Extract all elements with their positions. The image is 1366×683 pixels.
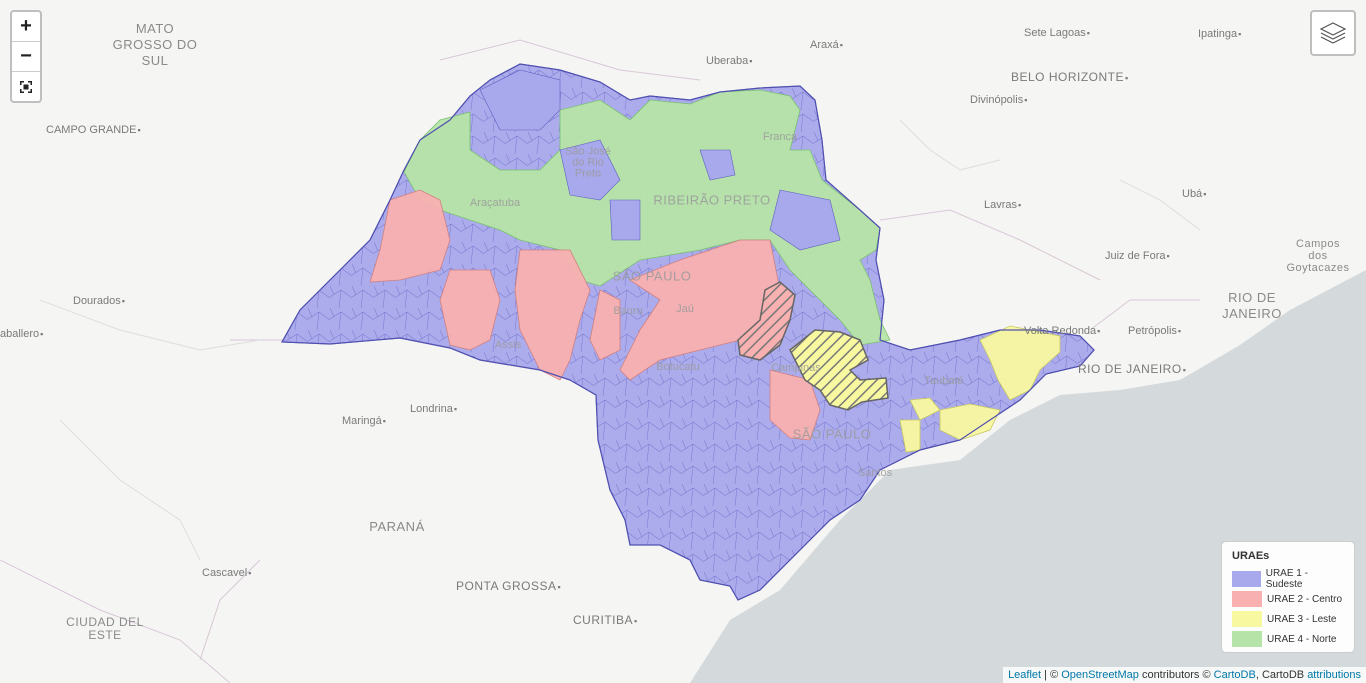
zoom-control: + −: [10, 10, 42, 103]
legend-item: URAE 2 - Centro: [1232, 589, 1344, 609]
legend-swatch-leste: [1232, 611, 1262, 627]
overlay-label-sao-jose-rio-preto: São José do Rio Preto: [565, 145, 611, 180]
legend-label: URAE 1 - Sudeste: [1265, 568, 1308, 590]
layers-icon: [1319, 22, 1347, 44]
place-volta-redonda: Volta Redonda: [1024, 325, 1100, 337]
legend-label: URAE 3 - Leste: [1267, 613, 1337, 625]
place-sete-lagoas: Sete Lagoas: [1024, 27, 1090, 39]
place-petropolis: Petrópolis: [1128, 325, 1181, 337]
overlay-label-bauru: Bauru: [613, 305, 643, 317]
place-juiz-de-fora: Juiz de Fora: [1105, 250, 1170, 262]
place-ipatinga: Ipatinga: [1198, 28, 1241, 40]
legend: URAEs URAE 1 - Sudeste URAE 2 - Centro U…: [1221, 541, 1355, 653]
overlay-label-taubate: Taubaté: [924, 375, 964, 387]
attributions-link[interactable]: attributions: [1307, 669, 1361, 681]
region-campos: Campos dos Goytacazes: [1286, 238, 1350, 274]
overlay-label-assis: Assis: [494, 339, 522, 351]
legend-item: URAE 1 - Sudeste: [1232, 568, 1344, 590]
place-londrina: Londrina: [410, 403, 457, 415]
legend-label: URAE 4 - Norte: [1267, 633, 1337, 645]
place-maringa: Maringá: [342, 415, 386, 427]
zoom-in-button[interactable]: +: [12, 12, 40, 42]
cartodb-link[interactable]: CartoDB: [1213, 669, 1256, 681]
place-cascavel: Cascavel: [202, 567, 251, 579]
overlay-label-franca: Franca: [762, 131, 798, 143]
legend-title: URAEs: [1232, 550, 1270, 562]
rivers: [39, 119, 1201, 561]
place-lavras: Lavras: [984, 199, 1021, 211]
place-araxa: Araxá: [810, 39, 843, 51]
fullscreen-icon: [20, 80, 32, 93]
overlay-label-botucatu: Botucatu: [656, 361, 700, 373]
urae-centro[interactable]: [369, 189, 821, 441]
attribution-text: , CartoDB: [1255, 669, 1308, 681]
place-uba: Ubá: [1182, 188, 1206, 200]
layers-button[interactable]: [1310, 10, 1356, 56]
overlay-label-aracatuba: Araçatuba: [469, 197, 521, 209]
fullscreen-button[interactable]: [12, 72, 40, 101]
place-dourados: Dourados: [73, 295, 125, 307]
legend-swatch-sudeste: [1232, 571, 1261, 587]
region-parana: PARANÁ: [369, 519, 425, 534]
overlay-label-jau: Jaú: [676, 303, 694, 315]
place-campo-grande: CAMPO GRANDE: [46, 124, 141, 136]
place-caballero: aballero: [0, 328, 43, 340]
hatched-area-centro[interactable]: [737, 281, 796, 361]
place-divinopolis: Divinópolis: [970, 94, 1027, 106]
place-rio-de-janeiro: RIO DE JANEIRO: [1078, 362, 1186, 376]
legend-swatch-centro: [1232, 591, 1262, 607]
zoom-out-button[interactable]: −: [12, 42, 40, 72]
attribution-text: contributors ©: [1138, 669, 1214, 681]
legend-swatch-norte: [1232, 631, 1262, 647]
overlay-label-sao-paulo-city: SÃO PAULO: [792, 426, 872, 442]
hatched-area-leste[interactable]: [789, 329, 889, 411]
osm-link[interactable]: OpenStreetMap: [1061, 669, 1139, 681]
attribution: Leaflet | © OpenStreetMap contributors ©…: [1003, 667, 1366, 683]
place-curitiba: CURITIBA: [573, 613, 638, 627]
sp-state-outline: [280, 63, 1095, 601]
region-rio-de-janeiro: RIO DE JANEIRO: [1222, 290, 1282, 321]
ocean: [690, 270, 1366, 683]
urae-leste[interactable]: [899, 325, 1061, 453]
leaflet-link[interactable]: Leaflet: [1008, 669, 1042, 681]
place-ponta-grossa: PONTA GROSSA: [456, 579, 561, 593]
urae-norte-blue-inset: [479, 69, 841, 251]
legend-item: URAE 4 - Norte: [1232, 629, 1344, 649]
overlay-label-campinas: Campinas: [771, 362, 821, 374]
place-belo-horizonte: BELO HORIZONTE: [1011, 70, 1129, 84]
legend-item: URAE 3 - Leste: [1232, 609, 1344, 629]
region-ciudad-del-este: CIUDAD DEL ESTE: [66, 615, 144, 642]
overlay-label-ribeirao-preto: RIBEIRÃO PRETO: [653, 192, 771, 208]
overlay-label-santos: Santos: [857, 467, 893, 479]
attribution-text: | ©: [1041, 669, 1062, 681]
overlay-label-sao-paulo-state: SÃO PAULO: [612, 268, 692, 284]
place-uberaba: Uberaba: [706, 55, 752, 67]
legend-label: URAE 2 - Centro: [1267, 593, 1343, 605]
region-mato-grosso-do-sul: MATO GROSSO DO SUL: [112, 21, 198, 68]
